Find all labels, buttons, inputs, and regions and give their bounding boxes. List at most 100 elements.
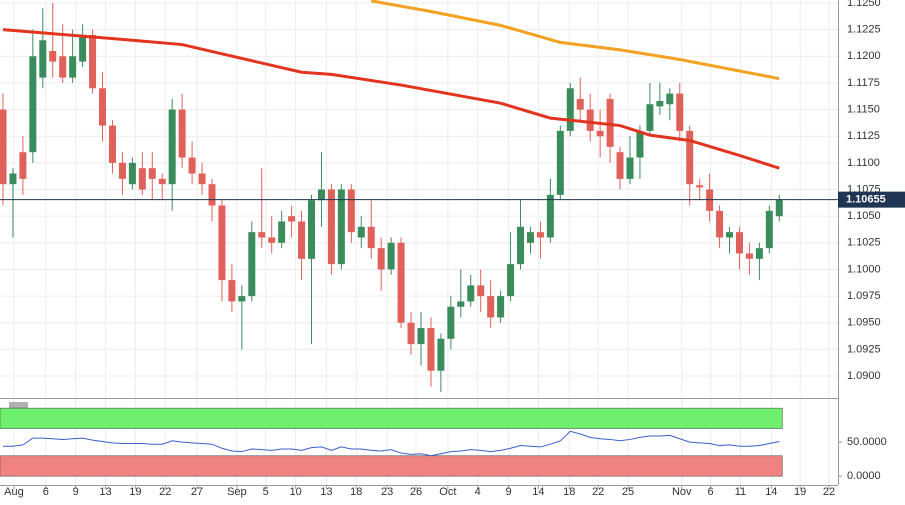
candle-body bbox=[467, 285, 475, 302]
candle-body bbox=[0, 109, 7, 185]
x-tick-label: 19 bbox=[129, 486, 141, 498]
candle-body bbox=[168, 109, 176, 185]
candle-body bbox=[686, 130, 694, 185]
candle-body bbox=[158, 178, 166, 185]
candle-body bbox=[636, 130, 644, 158]
y-tick-label: 1.1125 bbox=[847, 130, 880, 142]
x-tick-label: Sep bbox=[227, 486, 247, 498]
candle-body bbox=[148, 168, 156, 179]
last-price-label: 1.10655 bbox=[846, 194, 886, 206]
x-tick-label: 14 bbox=[532, 486, 544, 498]
y-tick-label: 1.0900 bbox=[847, 370, 881, 382]
candle-body bbox=[726, 232, 734, 238]
candle-body bbox=[258, 232, 266, 238]
y-tick-label: 1.1225 bbox=[847, 24, 881, 36]
indicator-tick-label: 50.0000 bbox=[847, 436, 887, 448]
candle-body bbox=[377, 248, 385, 270]
candle-body bbox=[586, 109, 594, 131]
last-price-box bbox=[838, 191, 905, 208]
candle-body bbox=[676, 93, 684, 131]
candle-body bbox=[238, 296, 246, 302]
candle-body bbox=[198, 173, 206, 185]
x-tick-label: 13 bbox=[320, 486, 332, 498]
x-tick-label: 18 bbox=[350, 486, 362, 498]
y-tick-label: 1.0950 bbox=[847, 317, 881, 329]
candle-body bbox=[69, 56, 77, 78]
candle-body bbox=[437, 338, 445, 371]
y-tick-label: 1.1150 bbox=[847, 103, 880, 115]
panel-handle[interactable] bbox=[9, 402, 28, 408]
y-tick-label: 1.1100 bbox=[847, 157, 880, 169]
y-tick-label: 1.1025 bbox=[847, 237, 881, 249]
candle-body bbox=[477, 285, 485, 297]
x-tick-label: 26 bbox=[410, 486, 422, 498]
indicator-zone bbox=[0, 455, 783, 477]
candle-body bbox=[178, 109, 186, 158]
candle-body bbox=[706, 189, 714, 211]
candle-body bbox=[19, 152, 27, 179]
candle-body bbox=[517, 226, 525, 265]
x-tick-label: 22 bbox=[592, 486, 604, 498]
indicator-zone bbox=[0, 407, 783, 429]
x-tick-label: 4 bbox=[475, 486, 481, 498]
candle-body bbox=[118, 162, 126, 179]
candle-body bbox=[745, 253, 753, 259]
candle-body bbox=[89, 34, 97, 89]
candle-body bbox=[138, 168, 146, 190]
candle-body bbox=[208, 184, 216, 206]
moving-average bbox=[370, 0, 780, 81]
candle-body bbox=[566, 88, 574, 131]
moving-average bbox=[2, 28, 780, 170]
y-tick-label: 1.1175 bbox=[847, 77, 880, 89]
candle-body bbox=[248, 232, 256, 297]
candle-body bbox=[666, 93, 674, 105]
x-tick-label: Nov bbox=[672, 486, 692, 498]
candle-body bbox=[596, 130, 604, 137]
candle-body bbox=[556, 130, 564, 195]
candle-body bbox=[546, 194, 554, 238]
candle-body bbox=[646, 104, 654, 131]
candle-body bbox=[387, 242, 395, 270]
x-tick-label: 9 bbox=[73, 486, 79, 498]
candle-body bbox=[536, 232, 544, 238]
candle-body bbox=[696, 185, 704, 188]
candle-body bbox=[288, 216, 296, 222]
indicator-tick-label: 0.0000 bbox=[847, 470, 881, 482]
x-tick-label: 11 bbox=[735, 486, 746, 498]
x-tick-label: Aug bbox=[4, 486, 24, 498]
x-tick-label: 9 bbox=[506, 486, 512, 498]
candle-body bbox=[417, 328, 425, 345]
candle-body bbox=[526, 232, 534, 243]
candle-body bbox=[576, 98, 584, 110]
candle-body bbox=[59, 56, 67, 78]
candle-body bbox=[39, 40, 47, 78]
candle-body bbox=[268, 237, 276, 243]
candle-body bbox=[357, 226, 365, 238]
y-tick-label: 1.1200 bbox=[847, 50, 881, 62]
candle-body bbox=[367, 226, 375, 249]
x-tick-label: 22 bbox=[159, 486, 171, 498]
candle-body bbox=[218, 205, 226, 281]
x-tick-label: 5 bbox=[263, 486, 269, 498]
candle-body bbox=[606, 98, 614, 147]
candle-body bbox=[497, 296, 505, 318]
candle-body bbox=[507, 264, 515, 297]
y-tick-label: 1.0975 bbox=[847, 290, 881, 302]
x-tick-label: 23 bbox=[381, 486, 393, 498]
candle-body bbox=[765, 210, 773, 249]
indicator-line bbox=[2, 430, 780, 457]
candle-body bbox=[427, 328, 435, 371]
x-tick-label: 18 bbox=[563, 486, 575, 498]
x-tick-label: Oct bbox=[439, 486, 456, 498]
candle-body bbox=[128, 162, 136, 185]
candle-body bbox=[775, 199, 783, 217]
candle-body bbox=[327, 189, 335, 265]
candle-body bbox=[616, 152, 624, 179]
candle-body bbox=[407, 322, 415, 345]
candle-body bbox=[228, 280, 236, 302]
x-tick-label: 19 bbox=[794, 486, 806, 498]
x-tick-label: 22 bbox=[823, 486, 835, 498]
